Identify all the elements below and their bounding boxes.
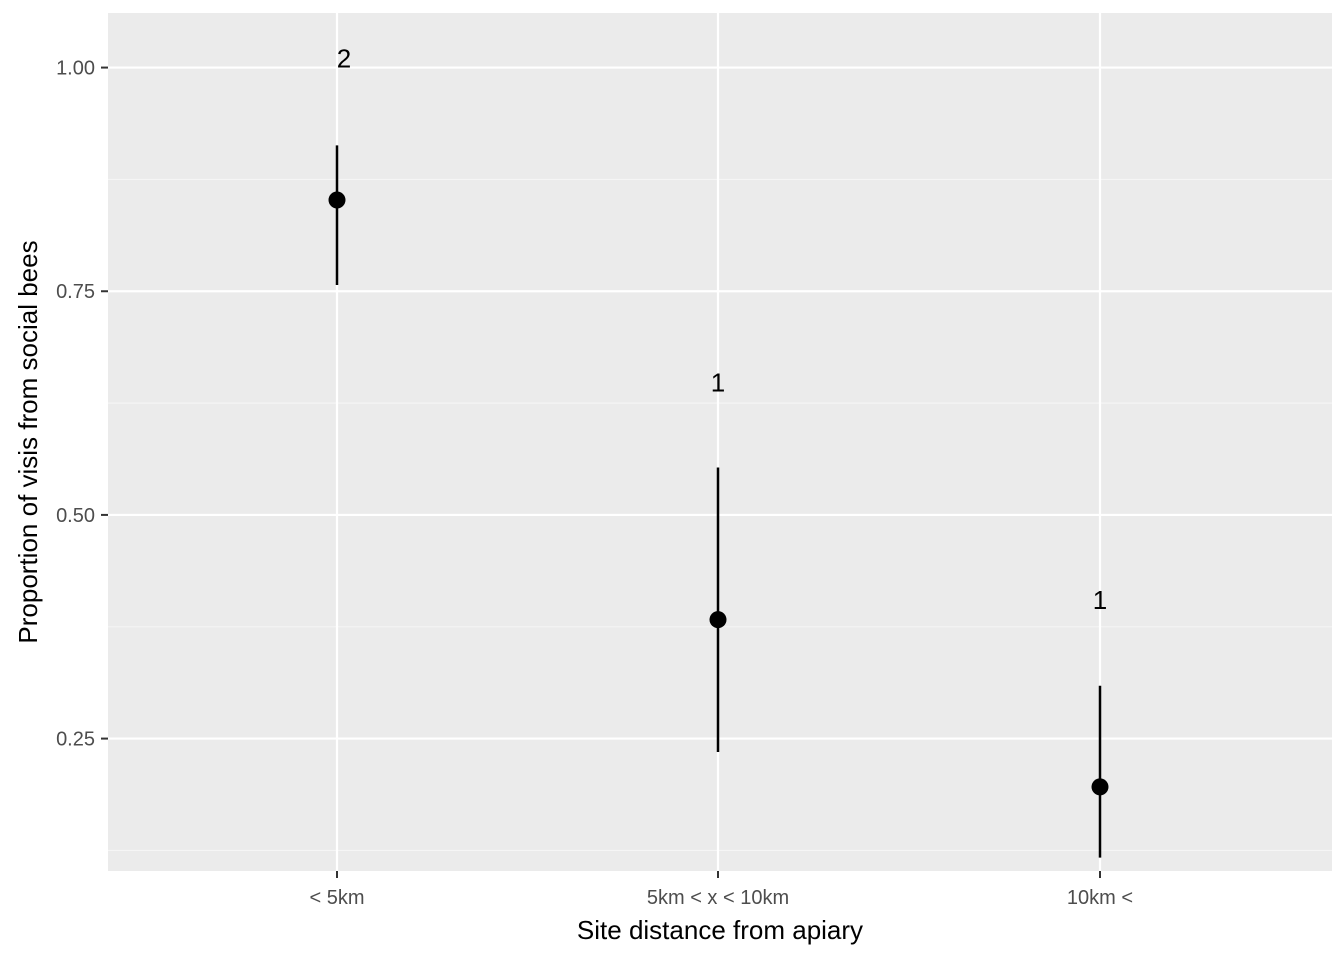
y-tick-label: 0.75 [56, 281, 95, 303]
y-tick-label: 1.00 [56, 58, 95, 80]
data-point [328, 191, 346, 209]
y-tick-label: 0.50 [56, 505, 95, 527]
mark-layer [328, 145, 1109, 858]
tick-layer: 0.25 0.50 0.75 1.00 < 5km 5km < x < 10km 10km … [56, 58, 1133, 909]
group-label: 1 [1093, 585, 1107, 615]
x-tick-label: < 5km [309, 887, 364, 909]
data-point [1091, 778, 1109, 796]
y-tick-label: 0.25 [56, 729, 95, 751]
x-axis-title: Site distance from apiary [577, 915, 863, 945]
x-tick-label: 5km < x < 10km [647, 887, 789, 909]
group-label: 1 [711, 368, 725, 398]
x-tick-label: 10km < [1067, 887, 1133, 909]
plot-panel [108, 13, 1332, 871]
data-point [709, 611, 727, 629]
y-axis-title: Proportion of visis from social bees [13, 240, 43, 643]
group-label: 2 [337, 44, 351, 74]
label-layer: 2 1 1 [337, 44, 1107, 615]
